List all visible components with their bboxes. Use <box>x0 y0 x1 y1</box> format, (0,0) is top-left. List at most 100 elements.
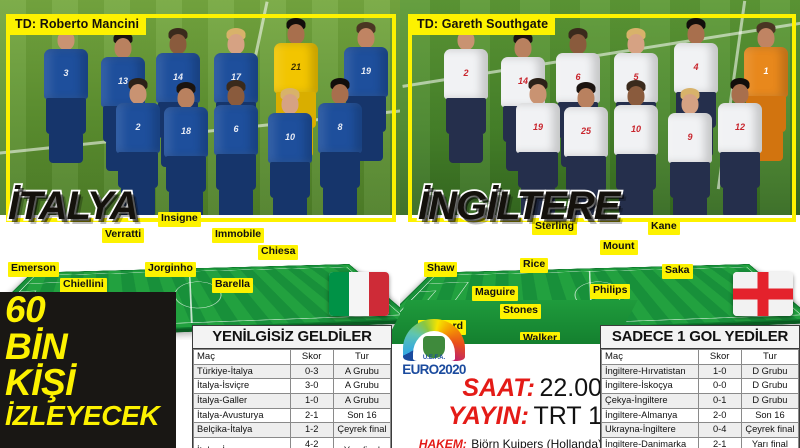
player-name-tag: Stones <box>500 304 542 319</box>
table-cell: 3-0 <box>289 378 334 395</box>
player-legs <box>219 189 253 215</box>
player-head <box>457 30 475 50</box>
shirt-number: 3 <box>63 68 69 78</box>
table-cell: 0-0 <box>697 378 742 395</box>
column-header: Maç <box>193 349 291 365</box>
hakem-label: HAKEM: <box>418 437 467 448</box>
shirt-number: 5 <box>633 72 639 82</box>
table-cell: D Grubu <box>740 378 800 395</box>
england-team-photo: 2 14 6 5 4 1 19 25 10 9 12 <box>400 0 800 215</box>
italy-results-table: YENİLGİSİZ GELDİLER Maç Skor Tur Türkiye-İt… <box>192 325 392 448</box>
player-head <box>681 94 699 114</box>
player-shorts <box>320 152 360 188</box>
shirt-number: 19 <box>532 122 544 132</box>
player-head <box>129 84 147 104</box>
table-row: İtalya-Galler 1-0 A Grubu <box>193 393 392 409</box>
player-shirt <box>564 107 608 157</box>
column-header: Skor <box>697 349 742 365</box>
player-legs <box>723 187 757 215</box>
table-header-row: Maç Skor Tur <box>601 349 800 365</box>
column-header: Tur <box>332 349 392 365</box>
player-shirt <box>668 113 712 163</box>
table-cell: Son 16 <box>740 407 800 424</box>
shirt-number: 21 <box>290 62 302 72</box>
euro2020-logo-icon: U.E.F.A. EURO2020 <box>398 318 470 380</box>
referee-row: HAKEM: Björn Kuipers (Hollanda) <box>419 435 602 448</box>
table-cell: Yarı final <box>332 436 392 448</box>
table-row: İtalya-İsviçre 3-0 A Grubu <box>193 378 392 395</box>
player-figure: 10 <box>262 88 318 215</box>
shirt-number: 9 <box>687 132 693 142</box>
table-row: İtalya-İspanya4-2 (Pen)Yarı final <box>193 436 392 448</box>
table-row: Türkiye-İtalya 0-3 A Grubu <box>193 363 392 380</box>
shirt-number: 4 <box>693 62 699 72</box>
player-figure: 9 <box>662 88 718 215</box>
table-row: İtalya-Avusturya 2-1 Son 16 <box>193 407 392 424</box>
player-shorts <box>616 154 656 190</box>
table-cell: Çeyrek final <box>332 422 392 438</box>
player-legs <box>49 133 83 163</box>
shirt-number: 1 <box>763 66 769 76</box>
player-head <box>281 94 299 114</box>
player-shirt <box>444 49 488 99</box>
table-cell: Ukrayna-İngiltere <box>601 422 699 438</box>
player-head <box>627 86 645 106</box>
player-name-tag: Kane <box>648 220 680 235</box>
player-shirt <box>274 43 318 93</box>
table-cell: 2-0 <box>697 407 742 424</box>
player-shorts <box>566 156 606 192</box>
player-name-tag: Chiesa <box>258 245 299 260</box>
player-head <box>731 84 749 104</box>
column-header: Skor <box>289 349 334 365</box>
italy-players: 3 13 14 17 21 19 2 18 6 10 8 <box>0 0 400 215</box>
player-head <box>169 34 187 54</box>
table-cell: 1-0 <box>289 393 334 409</box>
table-cell: 4-2 (Pen) <box>289 436 334 448</box>
player-shorts <box>518 152 558 188</box>
yayin-value: TRT 1 <box>533 402 602 430</box>
player-shirt <box>44 49 88 99</box>
player-head <box>331 84 349 104</box>
player-shirt <box>614 105 658 155</box>
table-cell: Belçika-İtalya <box>193 422 291 438</box>
player-name-tag: Philips <box>590 284 631 299</box>
table-cell: 0-4 <box>697 422 742 438</box>
table-row: Ukrayna-İngiltere 0-4 Çeyrek final <box>601 422 800 438</box>
shirt-number: 10 <box>284 132 296 142</box>
table-row: İngiltere-Danimarka 2-1 Yarı final <box>601 436 800 448</box>
attendance-promo: 60 BİN KİŞİ İZLEYECEK <box>0 292 176 448</box>
player-figure: 12 <box>712 78 768 215</box>
player-figure: 2 <box>438 24 494 164</box>
player-head <box>627 34 645 54</box>
player-name-tag: Jorginho <box>145 262 196 277</box>
kickoff-time-row: SAAT: 22.00 <box>462 374 602 403</box>
player-shorts <box>46 98 86 134</box>
italy-photo-frame <box>6 14 396 222</box>
euro-label: EURO2020 <box>402 362 466 377</box>
uefa-label: U.E.F.A. <box>422 355 446 361</box>
player-head <box>227 86 245 106</box>
player-head <box>357 28 375 48</box>
player-name-tag: Sterling <box>532 220 578 235</box>
player-figure: 8 <box>312 78 368 215</box>
shirt-number: 13 <box>117 76 129 86</box>
table-row: Çekya-İngiltere 0-1 D Grubu <box>601 393 800 409</box>
england-coach-tag: TD: Gareth Southgate <box>408 14 556 35</box>
player-legs <box>619 189 653 215</box>
table-cell: A Grubu <box>332 363 392 380</box>
player-head <box>529 84 547 104</box>
player-shorts <box>670 162 710 198</box>
shirt-number: 18 <box>180 126 192 136</box>
player-name-tag: Rice <box>520 258 549 273</box>
shirt-number: 2 <box>463 68 469 78</box>
player-shirt <box>116 103 160 153</box>
table-cell: İngiltere-Hırvatistan <box>601 363 699 380</box>
saat-label: SAAT: <box>462 374 535 402</box>
table-cell: Son 16 <box>332 407 392 424</box>
player-figure: 18 <box>158 82 214 215</box>
shirt-number: 10 <box>630 124 642 134</box>
column-header: Tur <box>740 349 800 365</box>
table-cell: 0-1 <box>697 393 742 409</box>
table-row: İngiltere-Hırvatistan 1-0 D Grubu <box>601 363 800 380</box>
